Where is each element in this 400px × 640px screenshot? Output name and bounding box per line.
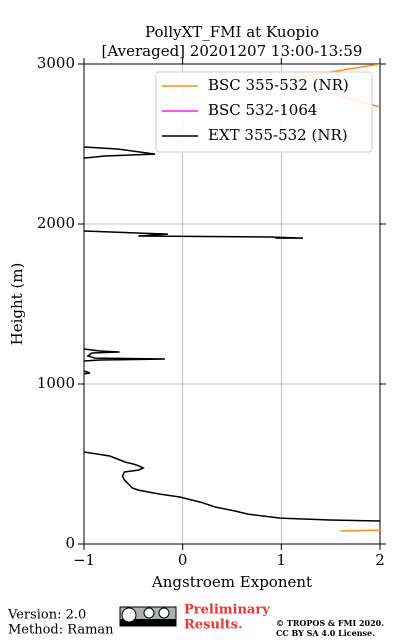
by-icon xyxy=(143,607,155,619)
cc-icon xyxy=(121,607,137,623)
version: Version: 2.0 xyxy=(7,608,86,623)
y-tick-label: 3000 xyxy=(37,54,75,72)
x-tick-label: −1 xyxy=(73,551,95,569)
copyright: © TROPOS & FMI 2020. xyxy=(276,618,384,628)
legend-label: BSC 355-532 (NR) xyxy=(208,76,349,94)
y-tick-label: 1000 xyxy=(37,374,75,392)
legend-box xyxy=(155,71,373,153)
x-axis-label: Angstroem Exponent xyxy=(151,573,312,591)
legend-label: EXT 355-532 (NR) xyxy=(208,126,348,144)
method: Method: Raman xyxy=(8,623,114,638)
plot-frame xyxy=(83,63,381,545)
preliminary: Results. xyxy=(184,618,243,633)
chart-subtitle: [Averaged] 20201207 13:00-13:59 xyxy=(102,42,363,60)
profile-line xyxy=(84,146,380,522)
sa-icon xyxy=(158,607,170,619)
footer: Version: 2.0 Method: Raman Preliminary R… xyxy=(7,603,384,639)
x-tick-label: 1 xyxy=(277,551,287,569)
x-tick-label: 0 xyxy=(178,551,188,569)
copyright: CC BY SA 4.0 License. xyxy=(276,628,375,638)
legend-label: BSC 532-1064 xyxy=(208,101,317,119)
y-tick-label: 2000 xyxy=(37,214,75,232)
cc-badge-band xyxy=(120,619,176,626)
x-tick-label: 2 xyxy=(375,551,385,569)
preliminary: Preliminary xyxy=(184,603,270,618)
chart-title: PollyXT_FMI at Kuopio xyxy=(145,23,319,41)
y-tick-label: 0 xyxy=(65,534,75,552)
y-axis-label: Height (m) xyxy=(8,263,26,346)
